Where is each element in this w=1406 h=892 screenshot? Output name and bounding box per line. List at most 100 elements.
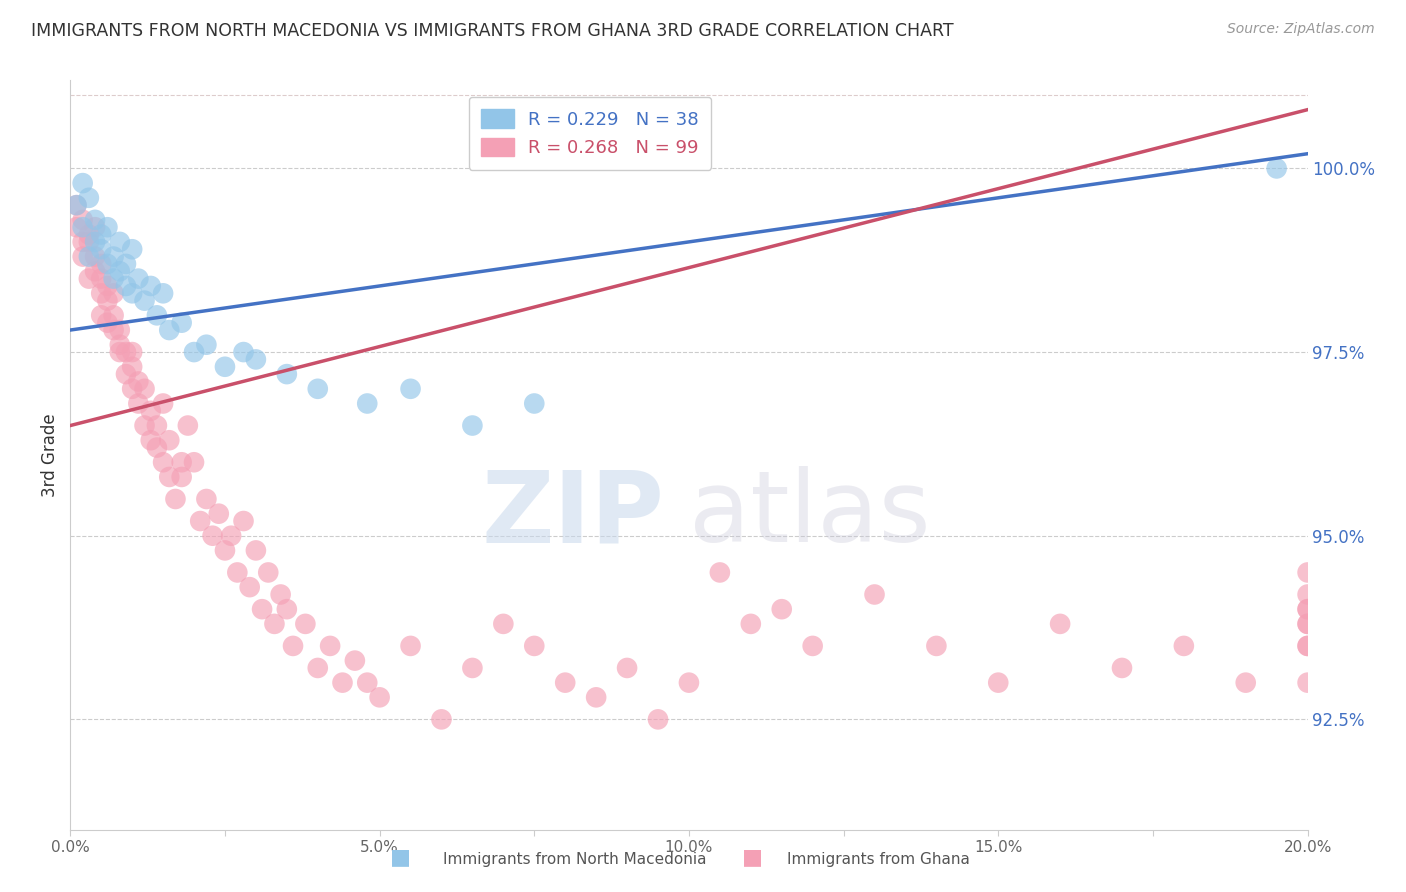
Point	[585, 690, 607, 705]
Point	[72, 250, 94, 264]
Point	[616, 661, 638, 675]
Point	[270, 587, 292, 601]
Point	[319, 639, 342, 653]
Point	[84, 235, 107, 249]
Point	[152, 455, 174, 469]
Point	[134, 382, 156, 396]
Point	[108, 235, 131, 249]
Point	[115, 345, 138, 359]
Point	[115, 257, 138, 271]
Point	[647, 712, 669, 726]
Point	[90, 309, 112, 323]
Point	[245, 352, 267, 367]
Point	[1296, 675, 1319, 690]
Point	[72, 212, 94, 227]
Text: Immigrants from Ghana: Immigrants from Ghana	[787, 852, 970, 867]
Point	[146, 418, 169, 433]
Point	[925, 639, 948, 653]
Point	[523, 396, 546, 410]
Point	[72, 176, 94, 190]
Point	[96, 293, 118, 308]
Point	[157, 434, 180, 448]
Point	[356, 675, 378, 690]
Point	[152, 286, 174, 301]
Point	[201, 529, 224, 543]
Point	[72, 235, 94, 249]
Point	[232, 345, 254, 359]
Point	[307, 382, 329, 396]
Point	[103, 286, 125, 301]
Point	[214, 543, 236, 558]
Point	[1296, 639, 1319, 653]
Point	[121, 345, 143, 359]
Legend: R = 0.229   N = 38, R = 0.268   N = 99: R = 0.229 N = 38, R = 0.268 N = 99	[468, 97, 711, 169]
Point	[1296, 566, 1319, 580]
Point	[1296, 616, 1319, 631]
Point	[1049, 616, 1071, 631]
Point	[208, 507, 231, 521]
Point	[170, 455, 193, 469]
Point	[1173, 639, 1195, 653]
Point	[90, 271, 112, 285]
Point	[103, 323, 125, 337]
Point	[170, 316, 193, 330]
Point	[740, 616, 762, 631]
Point	[461, 661, 484, 675]
Point	[399, 639, 422, 653]
Point	[554, 675, 576, 690]
Point	[115, 279, 138, 293]
Point	[108, 345, 131, 359]
Point	[65, 220, 87, 235]
Point	[121, 242, 143, 256]
Point	[276, 602, 298, 616]
Point	[257, 566, 280, 580]
Point	[281, 639, 304, 653]
Point	[139, 279, 162, 293]
Point	[72, 220, 94, 235]
Point	[134, 418, 156, 433]
Point	[1265, 161, 1288, 176]
Point	[250, 602, 273, 616]
Text: ■: ■	[742, 847, 762, 867]
Point	[134, 293, 156, 308]
Point	[90, 242, 112, 256]
Point	[103, 250, 125, 264]
Text: ZIP: ZIP	[481, 467, 664, 564]
Text: IMMIGRANTS FROM NORTH MACEDONIA VS IMMIGRANTS FROM GHANA 3RD GRADE CORRELATION C: IMMIGRANTS FROM NORTH MACEDONIA VS IMMIG…	[31, 22, 953, 40]
Point	[121, 286, 143, 301]
Point	[152, 396, 174, 410]
Point	[127, 271, 149, 285]
Point	[1296, 639, 1319, 653]
Point	[356, 396, 378, 410]
Point	[492, 616, 515, 631]
Point	[115, 367, 138, 381]
Point	[183, 345, 205, 359]
Point	[239, 580, 262, 594]
Point	[77, 227, 100, 242]
Point	[214, 359, 236, 374]
Point	[146, 309, 169, 323]
Point	[770, 602, 793, 616]
Point	[801, 639, 824, 653]
Point	[523, 639, 546, 653]
Point	[863, 587, 886, 601]
Point	[195, 491, 218, 506]
Point	[245, 543, 267, 558]
Point	[77, 271, 100, 285]
Point	[195, 337, 218, 351]
Point	[332, 675, 354, 690]
Point	[678, 675, 700, 690]
Point	[165, 491, 187, 506]
Point	[84, 250, 107, 264]
Point	[96, 316, 118, 330]
Point	[1111, 661, 1133, 675]
Point	[177, 418, 200, 433]
Point	[65, 198, 87, 212]
Point	[103, 271, 125, 285]
Point	[1296, 616, 1319, 631]
Point	[307, 661, 329, 675]
Point	[90, 257, 112, 271]
Point	[127, 396, 149, 410]
Point	[157, 323, 180, 337]
Point	[1296, 602, 1319, 616]
